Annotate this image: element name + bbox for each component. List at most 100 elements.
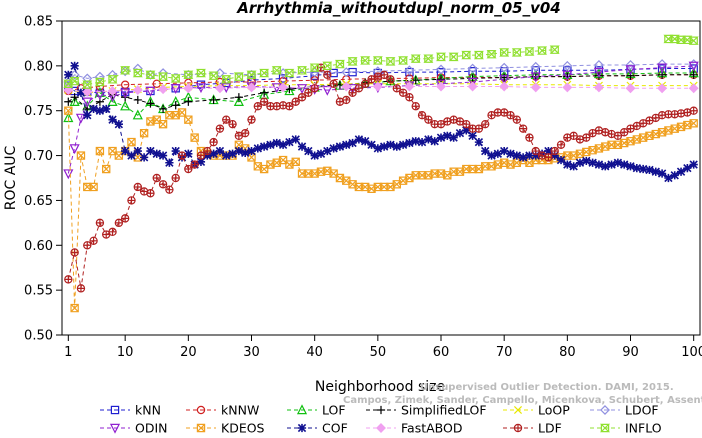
data-point-inflo	[524, 47, 535, 56]
data-point-cof	[569, 162, 578, 171]
data-point-inflo	[120, 66, 131, 75]
data-point-ldof	[82, 73, 93, 84]
data-point-cof	[108, 115, 117, 124]
data-point-ldf-ring	[146, 189, 155, 198]
data-point-cof	[455, 128, 465, 138]
data-point-ldf-ring	[462, 119, 471, 129]
data-point-simplifiedlof	[260, 88, 269, 97]
legend-item-lof: LOF	[287, 403, 346, 418]
data-point-ldf	[525, 134, 534, 142]
data-point-inflo-sides	[158, 73, 168, 81]
data-point-inflo	[385, 57, 396, 66]
data-point-inflo-sides	[222, 75, 231, 83]
data-point-ldof	[341, 67, 352, 78]
data-point-ldf	[380, 71, 388, 79]
data-point-simplifiedlof	[171, 101, 180, 110]
data-point-cof	[676, 167, 686, 176]
legend-item-fastabod: FastABOD	[366, 421, 463, 436]
data-point-kdeos	[689, 119, 698, 128]
data-point-kdeos	[127, 137, 136, 147]
data-point-cof	[348, 138, 357, 148]
data-point-ldf-ring	[689, 106, 698, 115]
legend-label: LDF	[538, 421, 562, 435]
data-point-inflo-sides	[234, 73, 244, 81]
data-point-simplifiedlof	[689, 70, 698, 79]
data-point-cof	[601, 162, 610, 171]
data-point-inflo	[360, 56, 371, 65]
series-line-odin	[67, 65, 694, 174]
data-point-ldf-ring	[127, 196, 136, 205]
x-tick-label: 100	[681, 345, 702, 360]
data-point-fastabod	[625, 83, 636, 94]
data-point-fastabod	[688, 83, 699, 94]
data-point-ldf	[342, 96, 350, 104]
data-point-ldf	[513, 116, 521, 124]
data-point-inflo-sides	[424, 55, 433, 63]
data-point-lof	[284, 85, 295, 96]
data-point-cof	[449, 133, 458, 142]
legend-label: SimplifiedLOF	[401, 403, 487, 418]
data-point-ldf	[557, 141, 565, 149]
data-point-ldf	[506, 111, 515, 119]
series-line-knn	[67, 68, 694, 94]
legend-marker-lof	[296, 404, 308, 415]
data-point-ldf-ring	[76, 284, 86, 293]
data-point-inflo-sides	[196, 69, 206, 77]
data-point-ldf-ring	[209, 137, 218, 147]
series-line-kdeos	[67, 110, 694, 309]
series-line-lof	[67, 72, 694, 119]
data-point-cof	[278, 140, 288, 149]
data-point-cof	[139, 153, 149, 162]
y-tick-label: 0.50	[24, 329, 53, 344]
legend-item-knnw: kNNW	[186, 403, 259, 418]
data-point-ldf	[159, 180, 167, 188]
data-point-inflo	[549, 45, 560, 54]
data-point-cof	[373, 144, 383, 153]
data-point-ldf	[386, 75, 395, 83]
data-point-cof	[272, 138, 281, 148]
data-point-ldf	[462, 120, 470, 128]
data-point-cof	[613, 158, 623, 167]
data-point-cof	[405, 138, 414, 148]
data-point-cof	[64, 70, 73, 79]
y-tick-label: 0.80	[24, 59, 53, 74]
data-point-ldf	[222, 116, 230, 124]
data-point-ldf	[405, 93, 414, 101]
data-point-ldof	[69, 69, 80, 80]
legend: kNN kNNW LOF SimplifiedLOF LoOP LDOF ODIN KDEOS…	[100, 403, 662, 436]
data-point-inflo-sides	[525, 47, 534, 56]
data-point-fastabod	[158, 84, 169, 95]
data-point-ldof	[404, 65, 415, 76]
data-point-cof	[632, 163, 641, 173]
data-point-ldf	[64, 275, 72, 283]
data-point-fastabod	[372, 81, 383, 92]
data-point-ldf	[633, 122, 641, 130]
data-point-fastabod	[467, 81, 478, 92]
data-point-inflo-sides	[436, 53, 446, 61]
data-point-fastabod	[183, 83, 194, 94]
data-point-kdeos	[247, 153, 256, 162]
data-point-ldf	[538, 151, 546, 160]
data-point-cof	[158, 151, 168, 160]
data-point-inflo-sides	[285, 69, 294, 77]
data-point-cof	[266, 140, 275, 149]
data-point-inflo	[107, 75, 118, 84]
data-point-odin	[69, 144, 80, 155]
data-point-ldf-ring	[525, 133, 534, 142]
data-point-cof	[689, 160, 698, 169]
data-point-simplifiedlof	[146, 99, 155, 108]
data-point-cof	[683, 163, 692, 173]
data-point-inflo	[233, 72, 244, 81]
series-kdeos	[64, 106, 698, 313]
data-point-ldf	[481, 120, 489, 128]
x-tick-label: 60	[433, 345, 450, 360]
y-tick-label: 0.85	[24, 15, 53, 30]
data-point-ldf-ring	[203, 146, 212, 156]
data-point-cof	[550, 151, 559, 160]
data-point-cof	[203, 151, 212, 160]
data-point-cof	[222, 151, 231, 160]
data-point-inflo	[158, 72, 169, 81]
legend-item-kdeos: KDEOS	[186, 421, 265, 436]
legend-item-ldof: LDOF	[590, 403, 659, 418]
data-point-inflo	[663, 34, 674, 44]
